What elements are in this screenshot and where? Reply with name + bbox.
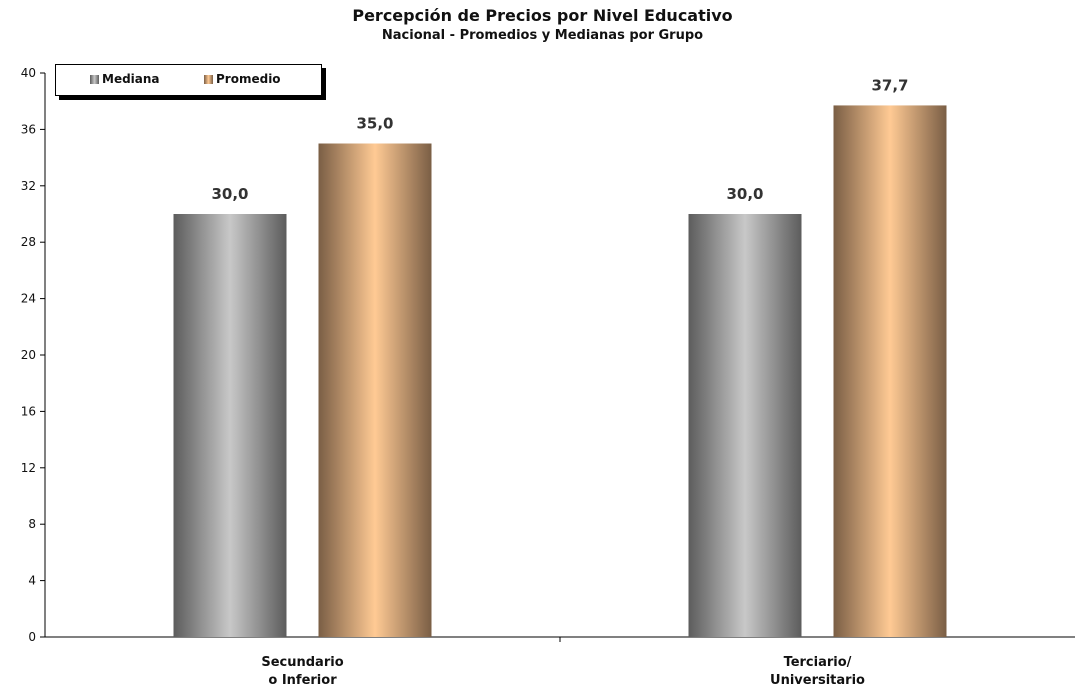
y-tick-label: 8 [28,517,36,531]
legend-label-promedio: Promedio [216,72,281,86]
y-tick-label: 20 [21,348,36,362]
bar-promedio-1 [318,143,432,637]
y-tick-label: 12 [21,461,36,475]
chart-title: Percepción de Precios por Nivel Educativ… [352,6,733,25]
y-tick-label: 16 [21,404,36,418]
x-tick-label: Terciario/Universitario [770,655,865,688]
y-tick-label: 0 [28,630,36,644]
x-tick-label: Secundario o Inferior [261,655,343,688]
data-label-mediana-1: 30,0 [211,185,248,203]
bar-mediana-2 [688,214,802,637]
y-tick-label: 36 [21,122,36,136]
legend: Mediana Promedio [55,64,322,96]
y-tick-label: 28 [21,235,36,249]
y-tick-label: 40 [21,66,36,80]
chart-subtitle: Nacional - Promedios y Medianas por Grup… [381,28,704,43]
legend-item-promedio: Promedio [204,72,281,86]
y-tick-label: 4 [28,574,36,588]
legend-label-mediana: Mediana [102,72,160,86]
legend-swatch-mediana [90,74,99,84]
y-tick-label: 32 [21,179,36,193]
data-label-promedio-2: 37,7 [871,76,908,94]
bar-promedio-2 [833,105,947,638]
legend-swatch-promedio [204,74,213,84]
y-tick-label: 24 [21,292,36,306]
legend-item-mediana: Mediana [90,72,160,86]
data-label-promedio-1: 35,0 [356,115,393,133]
data-label-mediana-2: 30,0 [726,185,763,203]
bar-mediana-1 [173,214,287,637]
